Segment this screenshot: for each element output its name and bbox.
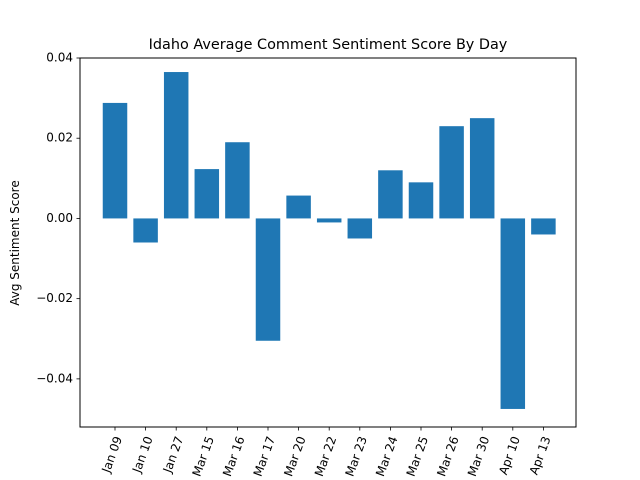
bar-mar-30 <box>469 118 495 219</box>
x-tick-label: Jan 10 <box>129 434 155 475</box>
bar-jan-27 <box>163 72 189 219</box>
bar-apr-13 <box>531 218 556 235</box>
x-tick-label: Mar 15 <box>189 434 216 478</box>
bar-jan-10 <box>133 218 158 243</box>
bar-jan-09 <box>102 102 128 219</box>
bars-group <box>102 72 556 409</box>
x-tick-label: Jan 27 <box>160 434 186 475</box>
x-tick-label: Mar 22 <box>312 434 339 478</box>
bar-apr-10 <box>500 218 526 409</box>
y-tick-label: −0.02 <box>36 291 73 305</box>
bar-mar-20 <box>286 195 311 219</box>
x-tick-label: Mar 25 <box>404 434 431 478</box>
x-tick-label: Mar 30 <box>465 434 492 478</box>
bar-mar-26 <box>439 126 464 219</box>
bar-mar-22 <box>316 218 342 223</box>
x-tick-label: Mar 16 <box>220 434 247 478</box>
bar-mar-15 <box>194 169 220 219</box>
bar-mar-25 <box>408 182 434 219</box>
bar-mar-16 <box>225 142 250 219</box>
plot-frame <box>79 57 577 428</box>
chart-title: Idaho Average Comment Sentiment Score By… <box>149 37 508 53</box>
y-tick-label: 0.04 <box>46 51 73 65</box>
x-tick-label: Apr 10 <box>496 434 523 476</box>
y-tick-label: −0.04 <box>36 371 73 385</box>
bar-mar-23 <box>347 218 373 239</box>
x-axis-ticks: Jan 09 Jan 10 Jan 27 Mar 15 Mar 16 Mar 17 Mar … <box>99 427 554 478</box>
y-axis-label: Avg Sentiment Score <box>8 180 22 306</box>
x-tick-label: Mar 23 <box>342 434 369 478</box>
x-tick-label: Jan 09 <box>99 434 125 475</box>
x-tick-label: Mar 26 <box>434 434 461 478</box>
bar-mar-17 <box>255 218 281 341</box>
bar-mar-24 <box>378 170 403 219</box>
y-tick-label: 0.00 <box>46 211 73 225</box>
y-axis-ticks: 0.04 0.02 0.00 −0.02 −0.04 <box>36 51 80 385</box>
y-tick-label: 0.02 <box>46 131 73 145</box>
x-tick-label: Mar 20 <box>281 434 308 478</box>
x-tick-label: Mar 17 <box>251 434 278 478</box>
x-tick-label: Apr 13 <box>527 434 554 476</box>
x-tick-label: Mar 24 <box>373 434 400 478</box>
